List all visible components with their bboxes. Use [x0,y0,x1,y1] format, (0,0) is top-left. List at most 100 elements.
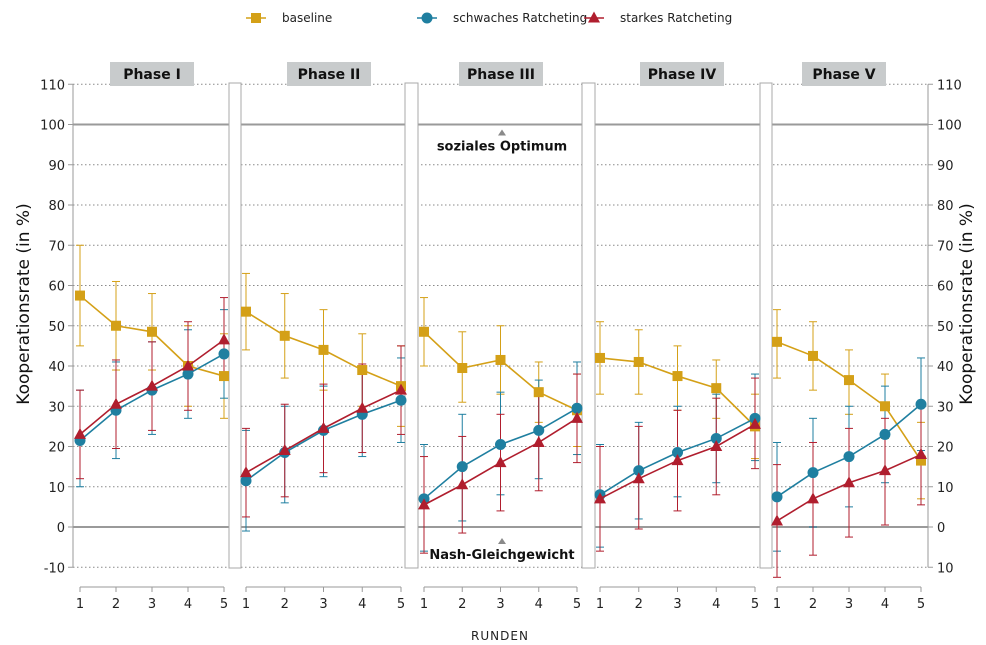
y-tick-label-left: 70 [48,239,65,254]
phase-header [110,62,194,86]
y-tick-label-left: 40 [48,360,65,375]
data-point-square [111,320,121,331]
data-point-triangle [317,421,330,433]
legend-label: starkes Ratcheting [620,11,732,25]
x-tick-label: 5 [917,597,925,612]
phase-header [802,62,886,86]
phase-header [459,62,543,86]
data-point-triangle [494,456,507,468]
data-point-square [916,455,926,466]
data-point-triangle [182,359,194,371]
x-tick-label: 1 [596,597,604,612]
y-tick-label-right: 80 [937,199,954,214]
data-point-circle [421,12,433,24]
y-tick-label-left: 60 [48,280,65,295]
x-tick-label: 3 [496,597,504,612]
data-point-square [633,356,644,367]
data-point-circle [915,398,927,410]
nash-label: Nash-Gleichgewicht [429,548,574,563]
data-point-triangle [807,492,819,504]
data-point-circle [807,467,819,479]
data-point-square [495,354,506,365]
plot-area [74,244,927,578]
optimum-label: soziales Optimum [437,140,567,155]
data-point-square [251,13,261,23]
x-tick-label: 2 [458,597,466,612]
data-point-circle [456,461,468,473]
data-point-triangle [571,411,583,423]
reference-lines: soziales Optimum Nash-Gleichgewicht [73,123,928,563]
x-tick-label: 3 [845,597,853,612]
data-point-square [75,290,85,301]
data-point-triangle [588,11,600,23]
y-tick-label-left: 90 [48,159,65,174]
data-point-triangle [74,427,86,439]
data-point-triangle [278,444,291,456]
grid-lines [73,83,928,568]
y-tick-label-right: 30 [937,400,954,415]
data-point-square [457,363,468,374]
y-tick-label-right: 20 [937,441,954,456]
phase-panels: Phase I Phase II Phase III Phase IV Phase V [110,62,886,569]
data-point-square [672,371,683,382]
data-point-triangle [771,514,783,526]
x-tick-label: 4 [184,597,192,612]
data-point-circle [533,424,545,436]
phase-header [640,62,724,86]
phase-label: Phase I [123,67,181,83]
y-tick-label-right: 50 [937,320,954,335]
x-tick-label: 1 [242,597,250,612]
data-point-triangle [879,464,891,476]
data-point-square [419,326,429,337]
data-point-triangle [671,454,684,466]
y-tick-label-right: 70 [937,239,954,254]
x-tick-label: 5 [397,597,405,612]
phase-label: Phase V [812,67,875,83]
legend-label: baseline [282,11,332,25]
data-point-square [533,387,544,398]
data-point-triangle [356,401,369,413]
data-point-circle [571,402,583,414]
x-tick-label: 3 [148,597,156,612]
y-tick-label-left: 20 [48,441,65,456]
y-axis-title-left: Kooperationsrate (in %) [14,203,34,404]
series-2 [74,333,927,526]
x-tick-label: 4 [535,597,543,612]
data-point-triangle [240,466,252,478]
x-tick-label: 1 [773,597,781,612]
y-tick-label-right: 40 [937,360,954,375]
data-point-triangle [110,397,122,409]
y-tick-label-right: 10 [937,561,954,576]
data-point-circle [771,491,783,503]
x-tick-label: 3 [673,597,681,612]
x-tick-label: 2 [809,597,817,612]
data-point-circle [495,438,506,450]
data-point-circle [710,432,722,444]
x-axis-title: RUNDEN [471,629,529,643]
x-tick-label: 4 [881,597,889,612]
y-tick-label-left: 30 [48,400,65,415]
y-tick-label-left: 50 [48,320,65,335]
data-point-circle [633,465,645,477]
data-point-circle [218,348,230,360]
x-tick-label: 5 [751,597,759,612]
x-tick-label: 5 [573,597,581,612]
data-point-triangle [146,379,158,391]
data-point-square [880,401,890,412]
x-tick-label: 5 [220,597,228,612]
data-point-square [711,383,722,394]
y-tick-label-right: 60 [937,280,954,295]
data-point-circle [240,475,252,487]
y-tick-label-right: 10 [937,481,954,496]
data-point-square [772,336,782,347]
optimum-arrow-icon [498,129,506,136]
data-point-circle [182,368,194,380]
y-tick-label-right: 100 [937,119,962,134]
x-tick-label: 4 [358,597,366,612]
y-tick-label-right: 110 [937,78,962,93]
data-point-circle [843,451,855,463]
legend-label: schwaches Ratcheting [453,11,587,25]
x-tick-label: 2 [281,597,289,612]
y-tick-label-left: 100 [40,119,65,134]
data-point-circle [395,394,407,406]
